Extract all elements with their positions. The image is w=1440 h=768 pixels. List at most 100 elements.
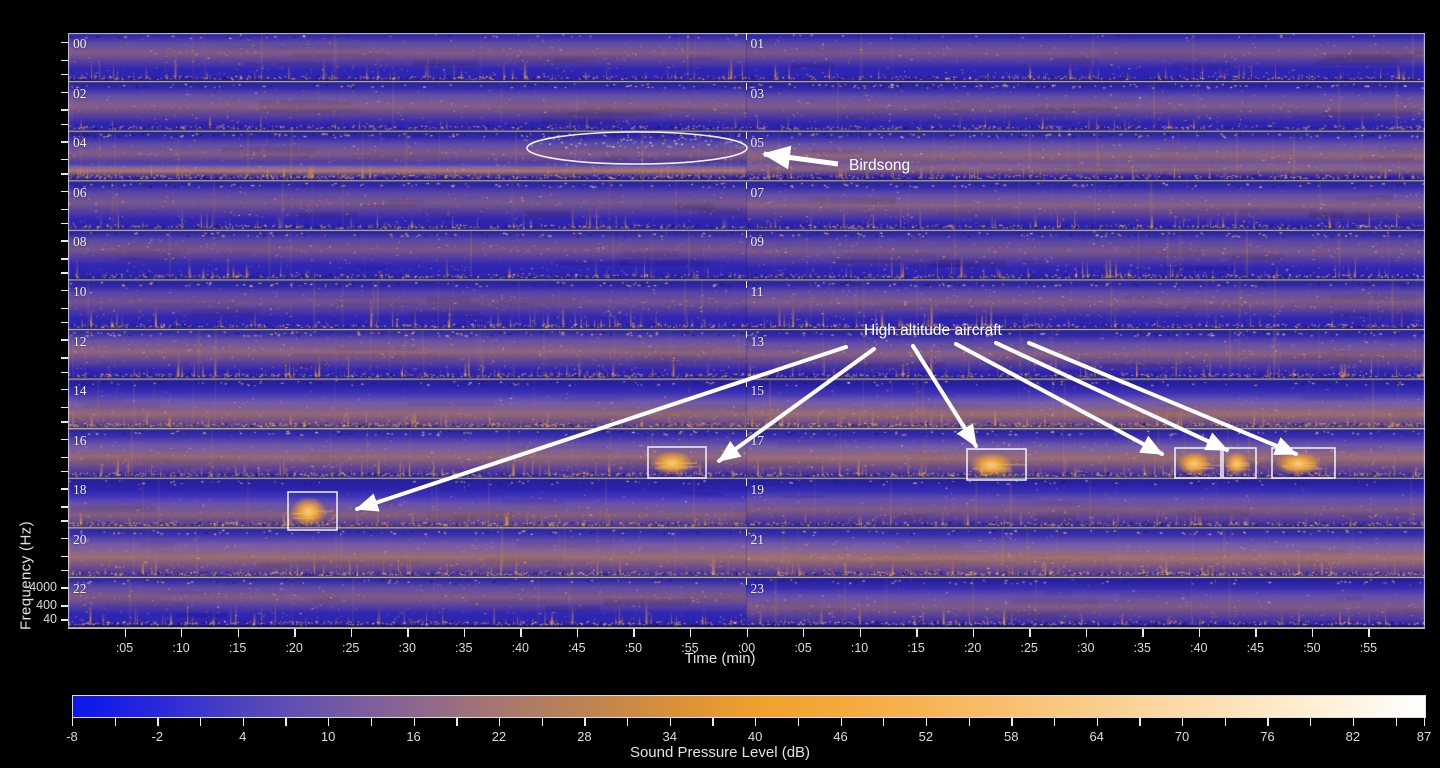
x-axis-line	[68, 628, 1425, 629]
freq-tick	[61, 488, 68, 490]
row-label-hour-08: 08	[73, 234, 87, 250]
colorbar-tick-label: 82	[1345, 729, 1361, 744]
colorbar-tick-label: 22	[491, 729, 507, 744]
time-tick	[124, 629, 126, 637]
freq-tick	[61, 321, 68, 324]
freq-tick	[61, 173, 68, 175]
colorbar-tick-label: 52	[918, 729, 934, 744]
freq-tick	[61, 289, 68, 292]
time-tick-label: :00	[737, 641, 756, 655]
hour-boundary-tick	[746, 429, 748, 437]
colorbar-minor-tick	[797, 717, 800, 726]
freq-tick	[61, 41, 68, 44]
colorbar-minor-tick	[968, 717, 970, 726]
colorbar-tick-label: 40	[747, 729, 763, 744]
colorbar-tick-label: 70	[1174, 729, 1190, 744]
row-label-hour-03: 03	[750, 85, 765, 101]
row-label-hour-14: 14	[73, 383, 87, 399]
row-label-hour-12: 12	[73, 333, 87, 349]
time-tick-label: :25	[342, 641, 360, 655]
time-tick	[916, 629, 918, 637]
colorbar-tick-label: 64	[1089, 729, 1104, 744]
colorbar-tick-label: 76	[1260, 729, 1275, 744]
colorbar-major-tick	[413, 717, 415, 726]
colorbar-minor-tick	[370, 717, 373, 726]
time-tick	[407, 629, 409, 637]
colorbar-minor-tick	[1224, 717, 1227, 726]
row-label-hour-07: 07	[750, 184, 765, 200]
freq-tick	[61, 619, 68, 621]
colorbar-tick-label: 28	[577, 729, 592, 744]
time-tick	[181, 629, 183, 637]
row-label-hour-22: 22	[73, 581, 87, 597]
row-label-hour-20: 20	[73, 531, 87, 547]
time-tick-label: :50	[624, 641, 643, 655]
colorbar-tick-label: 16	[406, 729, 421, 744]
row-label-hour-16: 16	[73, 432, 87, 448]
time-tick-label: :45	[568, 641, 586, 655]
colorbar-title: Sound Pressure Level (dB)	[629, 744, 811, 761]
row-label-hour-00: 00	[73, 36, 87, 51]
freq-tick	[61, 240, 68, 242]
colorbar-major-tick	[72, 717, 74, 726]
colorbar-tick-label: 46	[833, 729, 848, 744]
colorbar-minor-tick	[456, 717, 458, 726]
colorbar-major-tick	[755, 717, 757, 726]
time-tick	[633, 629, 635, 637]
freq-tick	[61, 159, 68, 161]
freq-tick	[61, 258, 68, 260]
colorbar-major-tick	[328, 717, 330, 726]
time-tick-label: :20	[285, 641, 303, 655]
freq-tick	[61, 190, 68, 193]
time-tick	[1255, 629, 1257, 637]
colorbar-minor-tick	[1053, 717, 1056, 726]
freq-tick	[61, 537, 68, 540]
colorbar-minor-tick	[1310, 717, 1312, 726]
row-label-hour-18: 18	[73, 482, 87, 498]
freq-tick	[61, 109, 68, 111]
freq-tick	[61, 555, 68, 558]
row-label-hour-09: 09	[750, 234, 765, 250]
colorbar-tick-label: 34	[662, 729, 677, 744]
colorbar-minor-tick	[200, 717, 202, 726]
freq-tick	[61, 406, 68, 409]
time-tick-label: :35	[455, 641, 473, 655]
colorbar-major-tick	[840, 717, 842, 726]
colorbar-major-tick	[1352, 717, 1355, 726]
time-tick	[1142, 629, 1144, 637]
freq-tick	[61, 272, 68, 274]
time-tick-label: :40	[511, 641, 530, 655]
time-tick	[576, 629, 579, 637]
freq-tick	[61, 506, 68, 508]
colorbar-minor-tick	[541, 717, 543, 726]
time-tick	[859, 629, 861, 637]
colorbar-minor-tick	[712, 717, 714, 726]
time-tick-label: :40	[1190, 641, 1208, 655]
y-axis-label-wrap: Frequency (Hz)	[10, 255, 35, 630]
freq-tick	[61, 91, 68, 93]
colorbar-major-tick	[1011, 717, 1013, 726]
row-label-hour-04: 04	[73, 135, 87, 151]
time-tick	[350, 629, 353, 637]
row-label-hour-05: 05	[750, 135, 765, 151]
time-tick	[689, 629, 692, 637]
hour-boundary-tick	[746, 330, 748, 338]
colorbar-major-tick	[1182, 717, 1184, 726]
freq-tick	[61, 123, 68, 126]
freq-tick	[61, 520, 68, 522]
row-label-hour-02: 02	[73, 85, 87, 101]
time-tick-label: :15	[907, 641, 925, 655]
time-tick-label: :55	[681, 641, 699, 655]
colorbar-tick-label: 87	[1416, 729, 1432, 744]
hour-boundary-tick	[746, 231, 748, 239]
hour-boundary-tick	[746, 132, 748, 140]
time-tick	[237, 629, 240, 637]
freq-tick	[61, 587, 68, 589]
time-tick-label: :10	[172, 641, 190, 655]
time-tick	[746, 629, 748, 637]
time-tick-label: :20	[963, 641, 982, 655]
row-label-hour-23: 23	[750, 581, 765, 597]
hour-boundary-tick	[746, 528, 748, 536]
row-label-hour-01: 01	[750, 36, 765, 51]
